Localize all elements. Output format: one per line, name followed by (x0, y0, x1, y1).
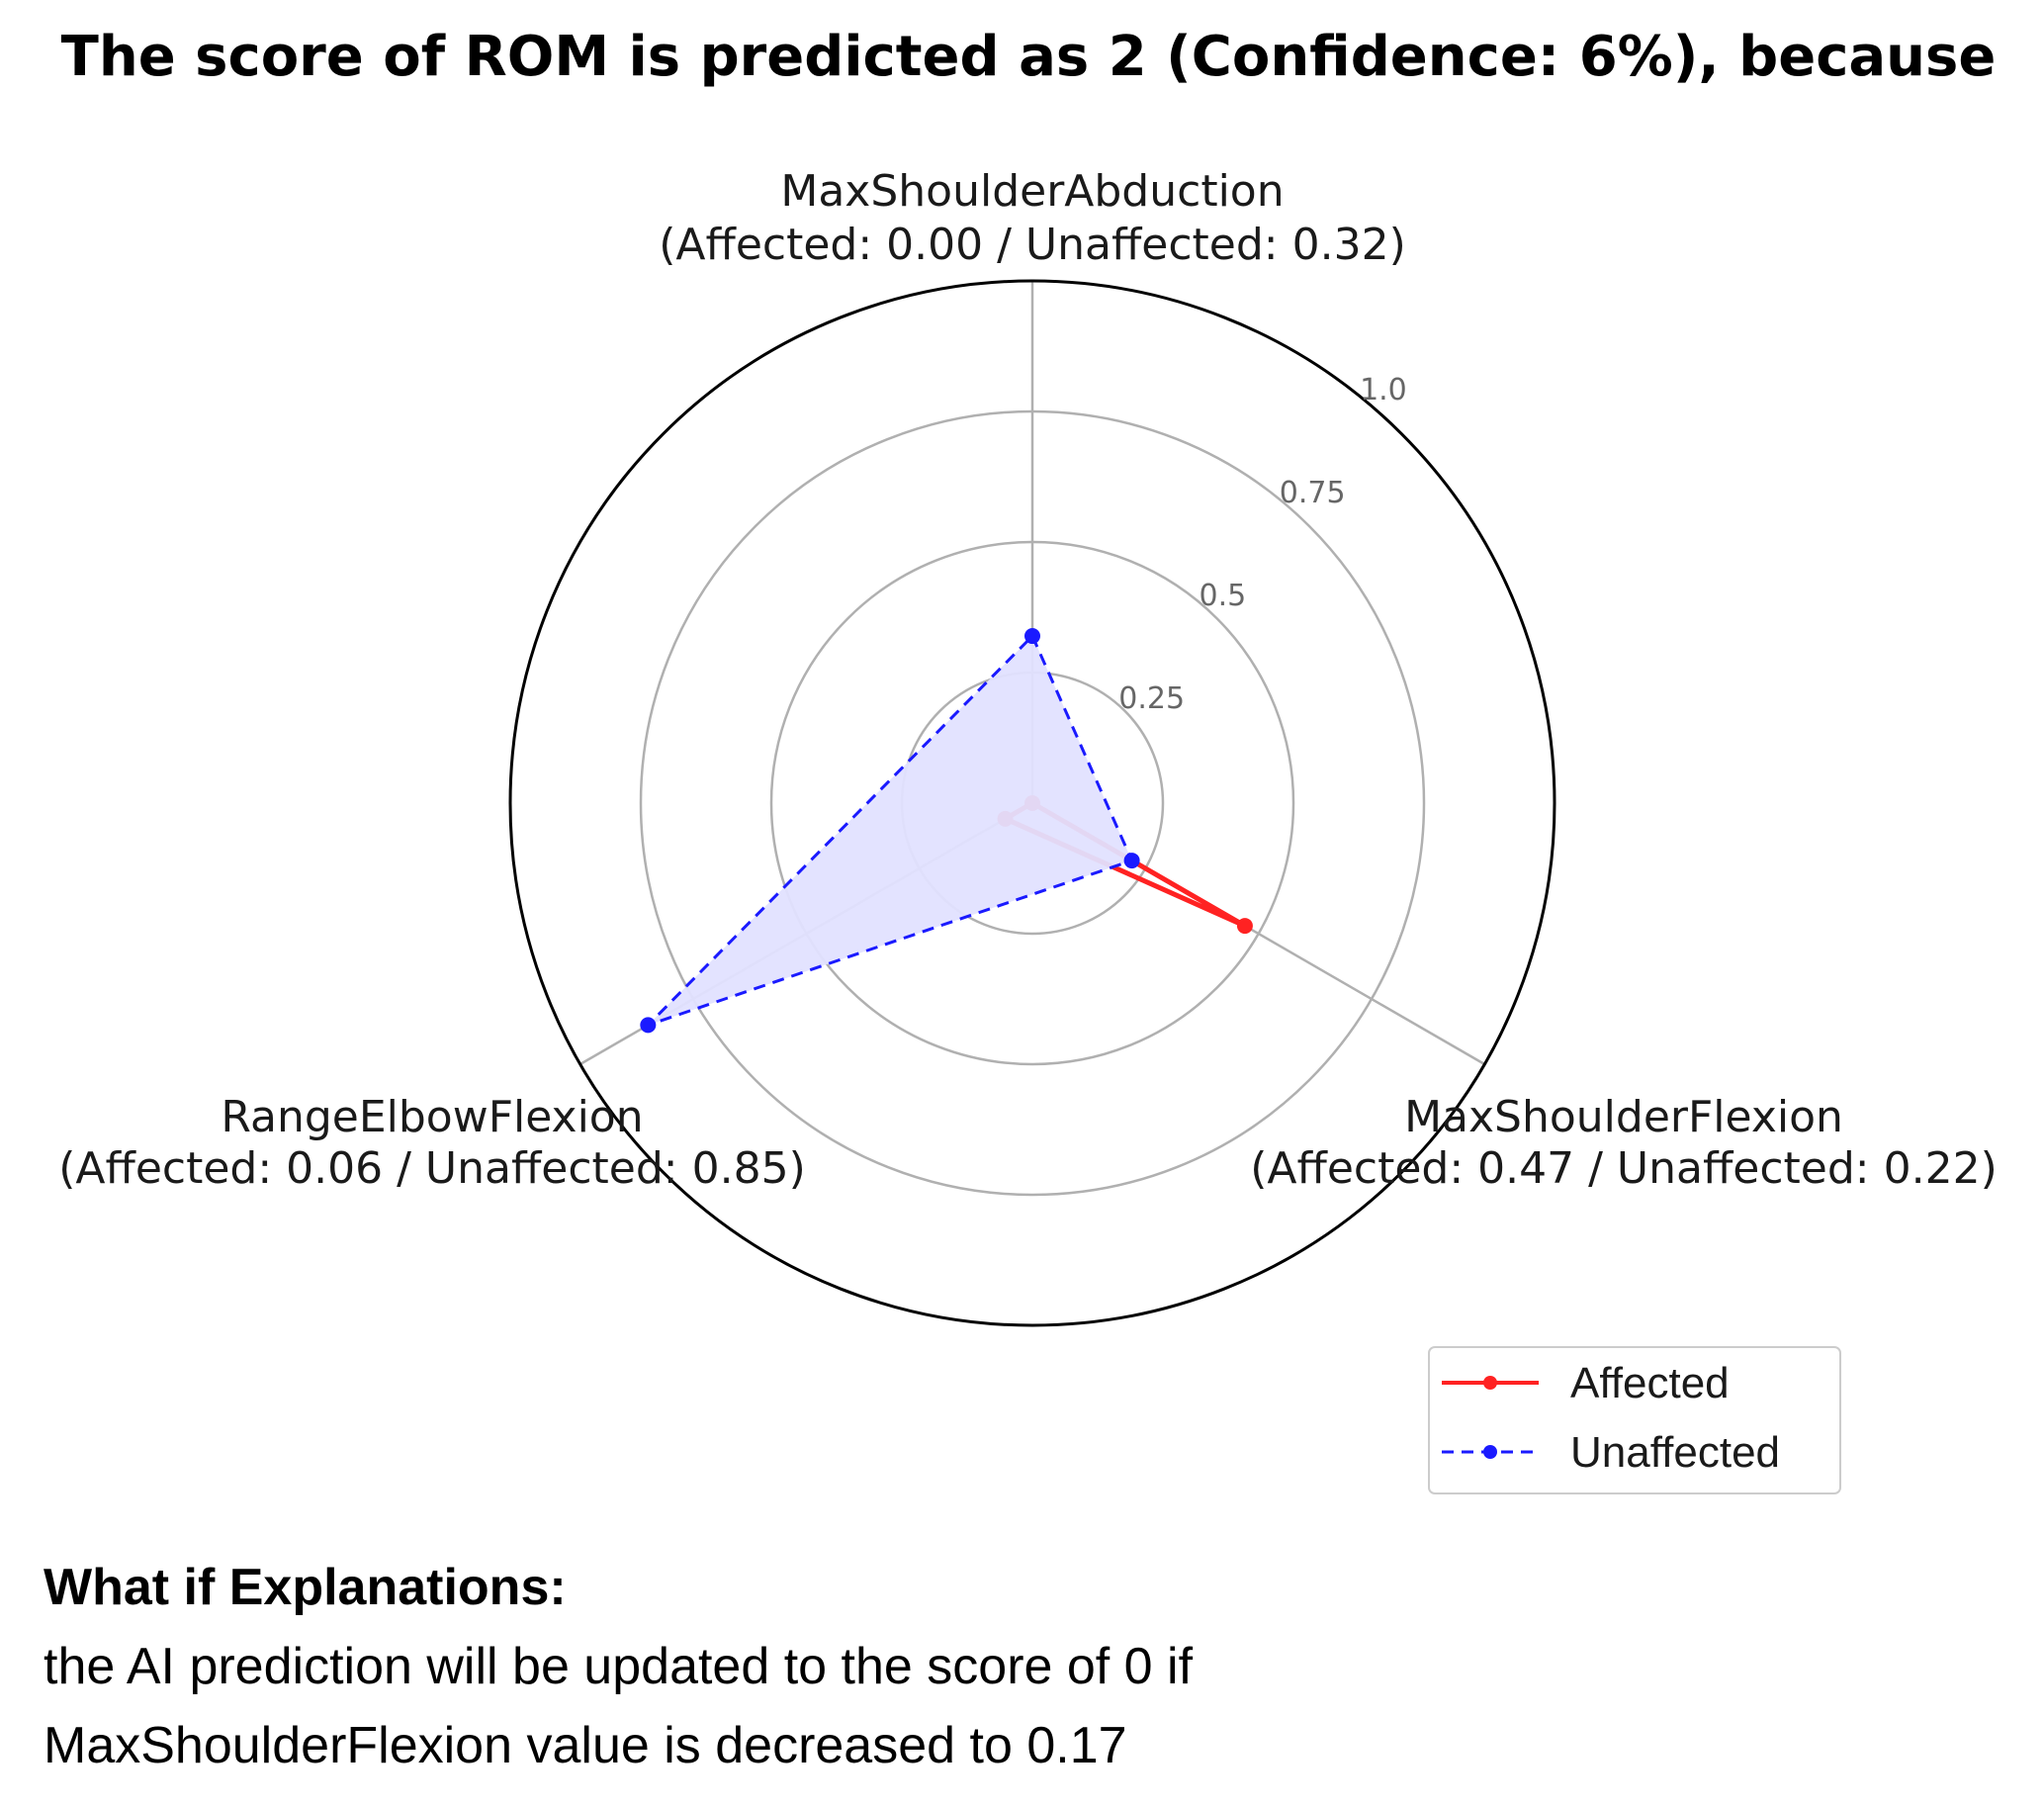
what-if-explanation: What if Explanations: the AI prediction … (44, 1548, 1922, 1785)
unaffected-point (640, 1017, 657, 1034)
explanation-line-2: MaxShoulderFlexion value is decreased to… (44, 1717, 1127, 1774)
axis-label-values: (Affected: 0.06 / Unaffected: 0.85) (58, 1143, 806, 1194)
radial-tick-label: 1.0 (1360, 373, 1407, 407)
explanation-line-1: the AI prediction will be updated to the… (44, 1638, 1194, 1695)
legend-unaffected-marker (1483, 1445, 1497, 1459)
legend-affected-marker (1483, 1376, 1497, 1390)
unaffected-area (648, 636, 1132, 1026)
axis-label-name: MaxShoulderAbduction (780, 166, 1284, 217)
unaffected-series-line (646, 634, 1134, 1027)
unaffected-point (1123, 853, 1140, 869)
series-layer (640, 628, 1253, 1034)
chart-title: The score of ROM is predicted as 2 (Conf… (61, 25, 1997, 89)
radial-tick-label: 0.25 (1118, 681, 1185, 716)
legend: Affected Unaffected (1428, 1346, 1841, 1494)
axis-label-name: MaxShoulderFlexion (1404, 1092, 1843, 1142)
explanation-heading: What if Explanations: (44, 1559, 567, 1616)
legend-unaffected-label: Unaffected (1570, 1428, 1780, 1477)
legend-affected-label: Affected (1570, 1359, 1730, 1407)
axis-label-values: (Affected: 0.47 / Unaffected: 0.22) (1250, 1143, 1998, 1194)
axis-label-values: (Affected: 0.00 / Unaffected: 0.32) (659, 220, 1406, 270)
unaffected-point (1024, 628, 1040, 645)
radial-tick-label: 0.75 (1280, 476, 1346, 510)
polar-frame (508, 279, 1556, 1327)
radial-tick-label: 0.5 (1200, 579, 1247, 613)
affected-point (1236, 918, 1253, 935)
axis-label-name: RangeElbowFlexion (221, 1092, 643, 1142)
axis-labels: 0.250.50.751.0MaxShoulderAbduction(Affec… (58, 166, 1998, 1194)
